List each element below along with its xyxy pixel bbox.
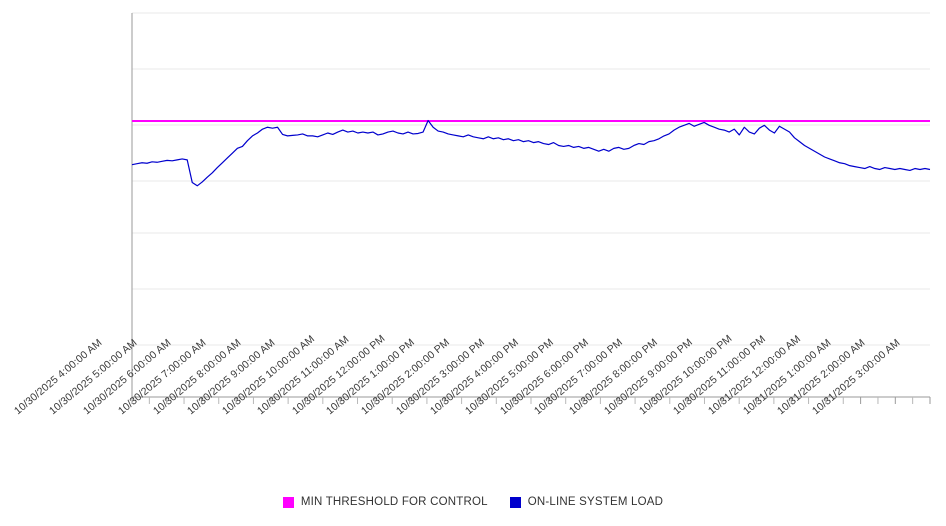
legend-item-online-system-load[interactable]: ON-LINE SYSTEM LOAD xyxy=(509,496,664,508)
gridlines xyxy=(132,12,930,346)
legend-item-min-threshold[interactable]: MIN THRESHOLD FOR CONTROL xyxy=(282,496,488,508)
legend-label-min-threshold: MIN THRESHOLD FOR CONTROL xyxy=(300,496,488,508)
x-axis xyxy=(131,396,931,404)
legend-swatch-blue xyxy=(509,496,521,508)
online-system-load-line xyxy=(131,119,931,187)
x-axis-ticks xyxy=(131,397,931,404)
legend-label-online-system-load: ON-LINE SYSTEM LOAD xyxy=(527,496,664,508)
chart-legend: MIN THRESHOLD FOR CONTROL ON-LINE SYSTEM… xyxy=(0,496,946,508)
series-group xyxy=(131,119,931,187)
legend-swatch-magenta xyxy=(282,496,294,508)
